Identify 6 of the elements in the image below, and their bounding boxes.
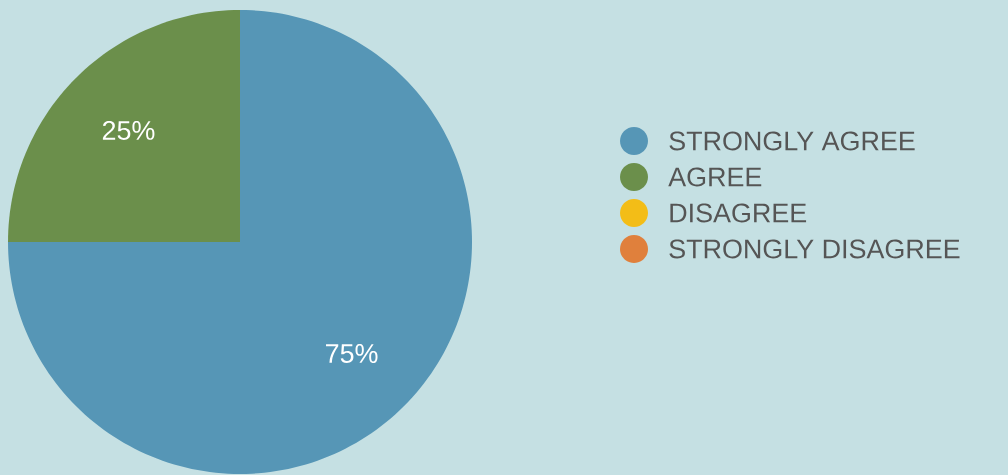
legend-label: AGREE [668,167,762,187]
legend-label: STRONGLY AGREE [669,131,915,151]
data-label: 75% [326,344,378,363]
legend-label: STRONGLY DISAGREE [669,239,960,259]
data-label: 25% [102,120,155,140]
legend-label: DISAGREE [670,203,807,223]
